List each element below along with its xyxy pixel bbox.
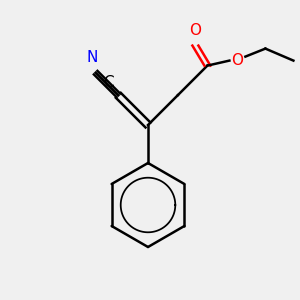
Text: N: N — [87, 50, 98, 65]
Text: C: C — [103, 75, 113, 90]
Text: O: O — [231, 53, 243, 68]
Text: O: O — [189, 22, 201, 38]
